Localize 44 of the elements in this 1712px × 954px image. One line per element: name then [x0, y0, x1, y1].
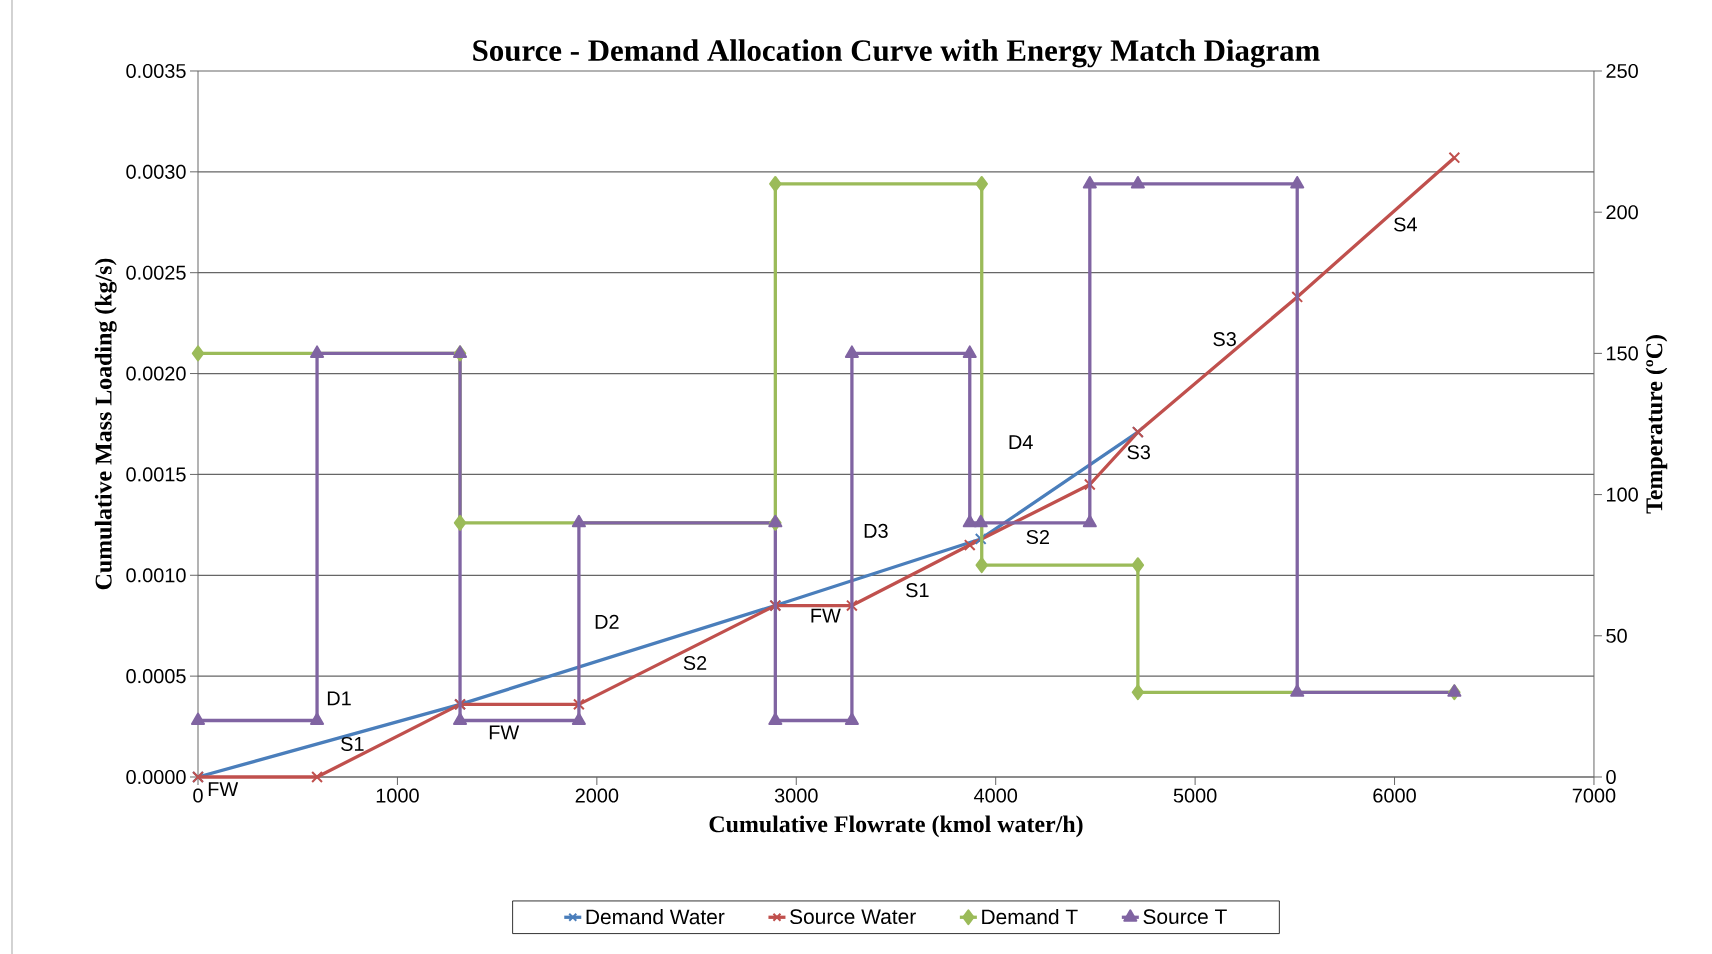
annotation: D3	[864, 523, 888, 538]
x-axis-title: Cumulative Flowrate (kmol water/h)	[709, 815, 1083, 838]
x-tick-label: 2000	[575, 788, 619, 803]
annotation: D1	[327, 691, 351, 706]
annotation: S2	[1026, 529, 1049, 545]
y-tick-label: 0.0025	[126, 265, 186, 280]
x-tick-label: 0	[193, 788, 203, 803]
y-axis-title: Cumulative Mass Loading (kg/s)	[94, 258, 117, 590]
y2-tick-label: 150	[1606, 346, 1638, 361]
annotation: FW	[489, 725, 520, 740]
x-tick-label: 6000	[1373, 788, 1416, 803]
x-tick-label: 7000	[1572, 788, 1616, 803]
annotation: FW	[811, 608, 841, 623]
annotation: S2	[683, 655, 707, 671]
y-tick-label: 0.0015	[126, 467, 186, 482]
y2-tick-label: 100	[1606, 487, 1638, 502]
annotation: S1	[906, 583, 929, 598]
y2-tick-label: 200	[1606, 205, 1638, 220]
y2-tick-label: 0	[1606, 769, 1616, 785]
y-tick-label: 0.0020	[126, 366, 186, 381]
x-tick-label: 4000	[973, 788, 1018, 803]
x-tick-label: 5000	[1173, 788, 1217, 803]
annotation: D2	[595, 614, 619, 629]
x-tick-label: 3000	[774, 788, 818, 803]
annotation: D4	[1009, 435, 1033, 449]
y-tick-label: 0.0030	[126, 164, 186, 179]
annotation: S1	[341, 736, 364, 751]
legend-label: Source T	[1143, 909, 1227, 925]
legend-label: Source Water	[790, 909, 916, 925]
x-tick-label: 1000	[376, 788, 419, 803]
y2-axis-title: Temperature (ºC)	[1645, 335, 1668, 514]
annotation: S4	[1394, 217, 1417, 232]
y2-tick-label: 50	[1606, 628, 1627, 643]
annotation: FW	[208, 782, 239, 796]
annotation: S3	[1127, 445, 1151, 460]
y-tick-label: 0.0005	[126, 669, 186, 684]
y-tick-label: 0.0035	[126, 63, 186, 79]
y-tick-label: 0.0000	[126, 769, 186, 785]
legend-label: Demand Water	[586, 908, 725, 925]
annotation: S3	[1213, 332, 1236, 347]
chart-title: Source - Demand Allocation Curve with Energy Match Diagram	[473, 39, 1320, 68]
y-tick-label: 0.0010	[126, 568, 186, 583]
legend-label: Demand T	[982, 908, 1078, 925]
y2-tick-label: 250	[1606, 63, 1638, 79]
